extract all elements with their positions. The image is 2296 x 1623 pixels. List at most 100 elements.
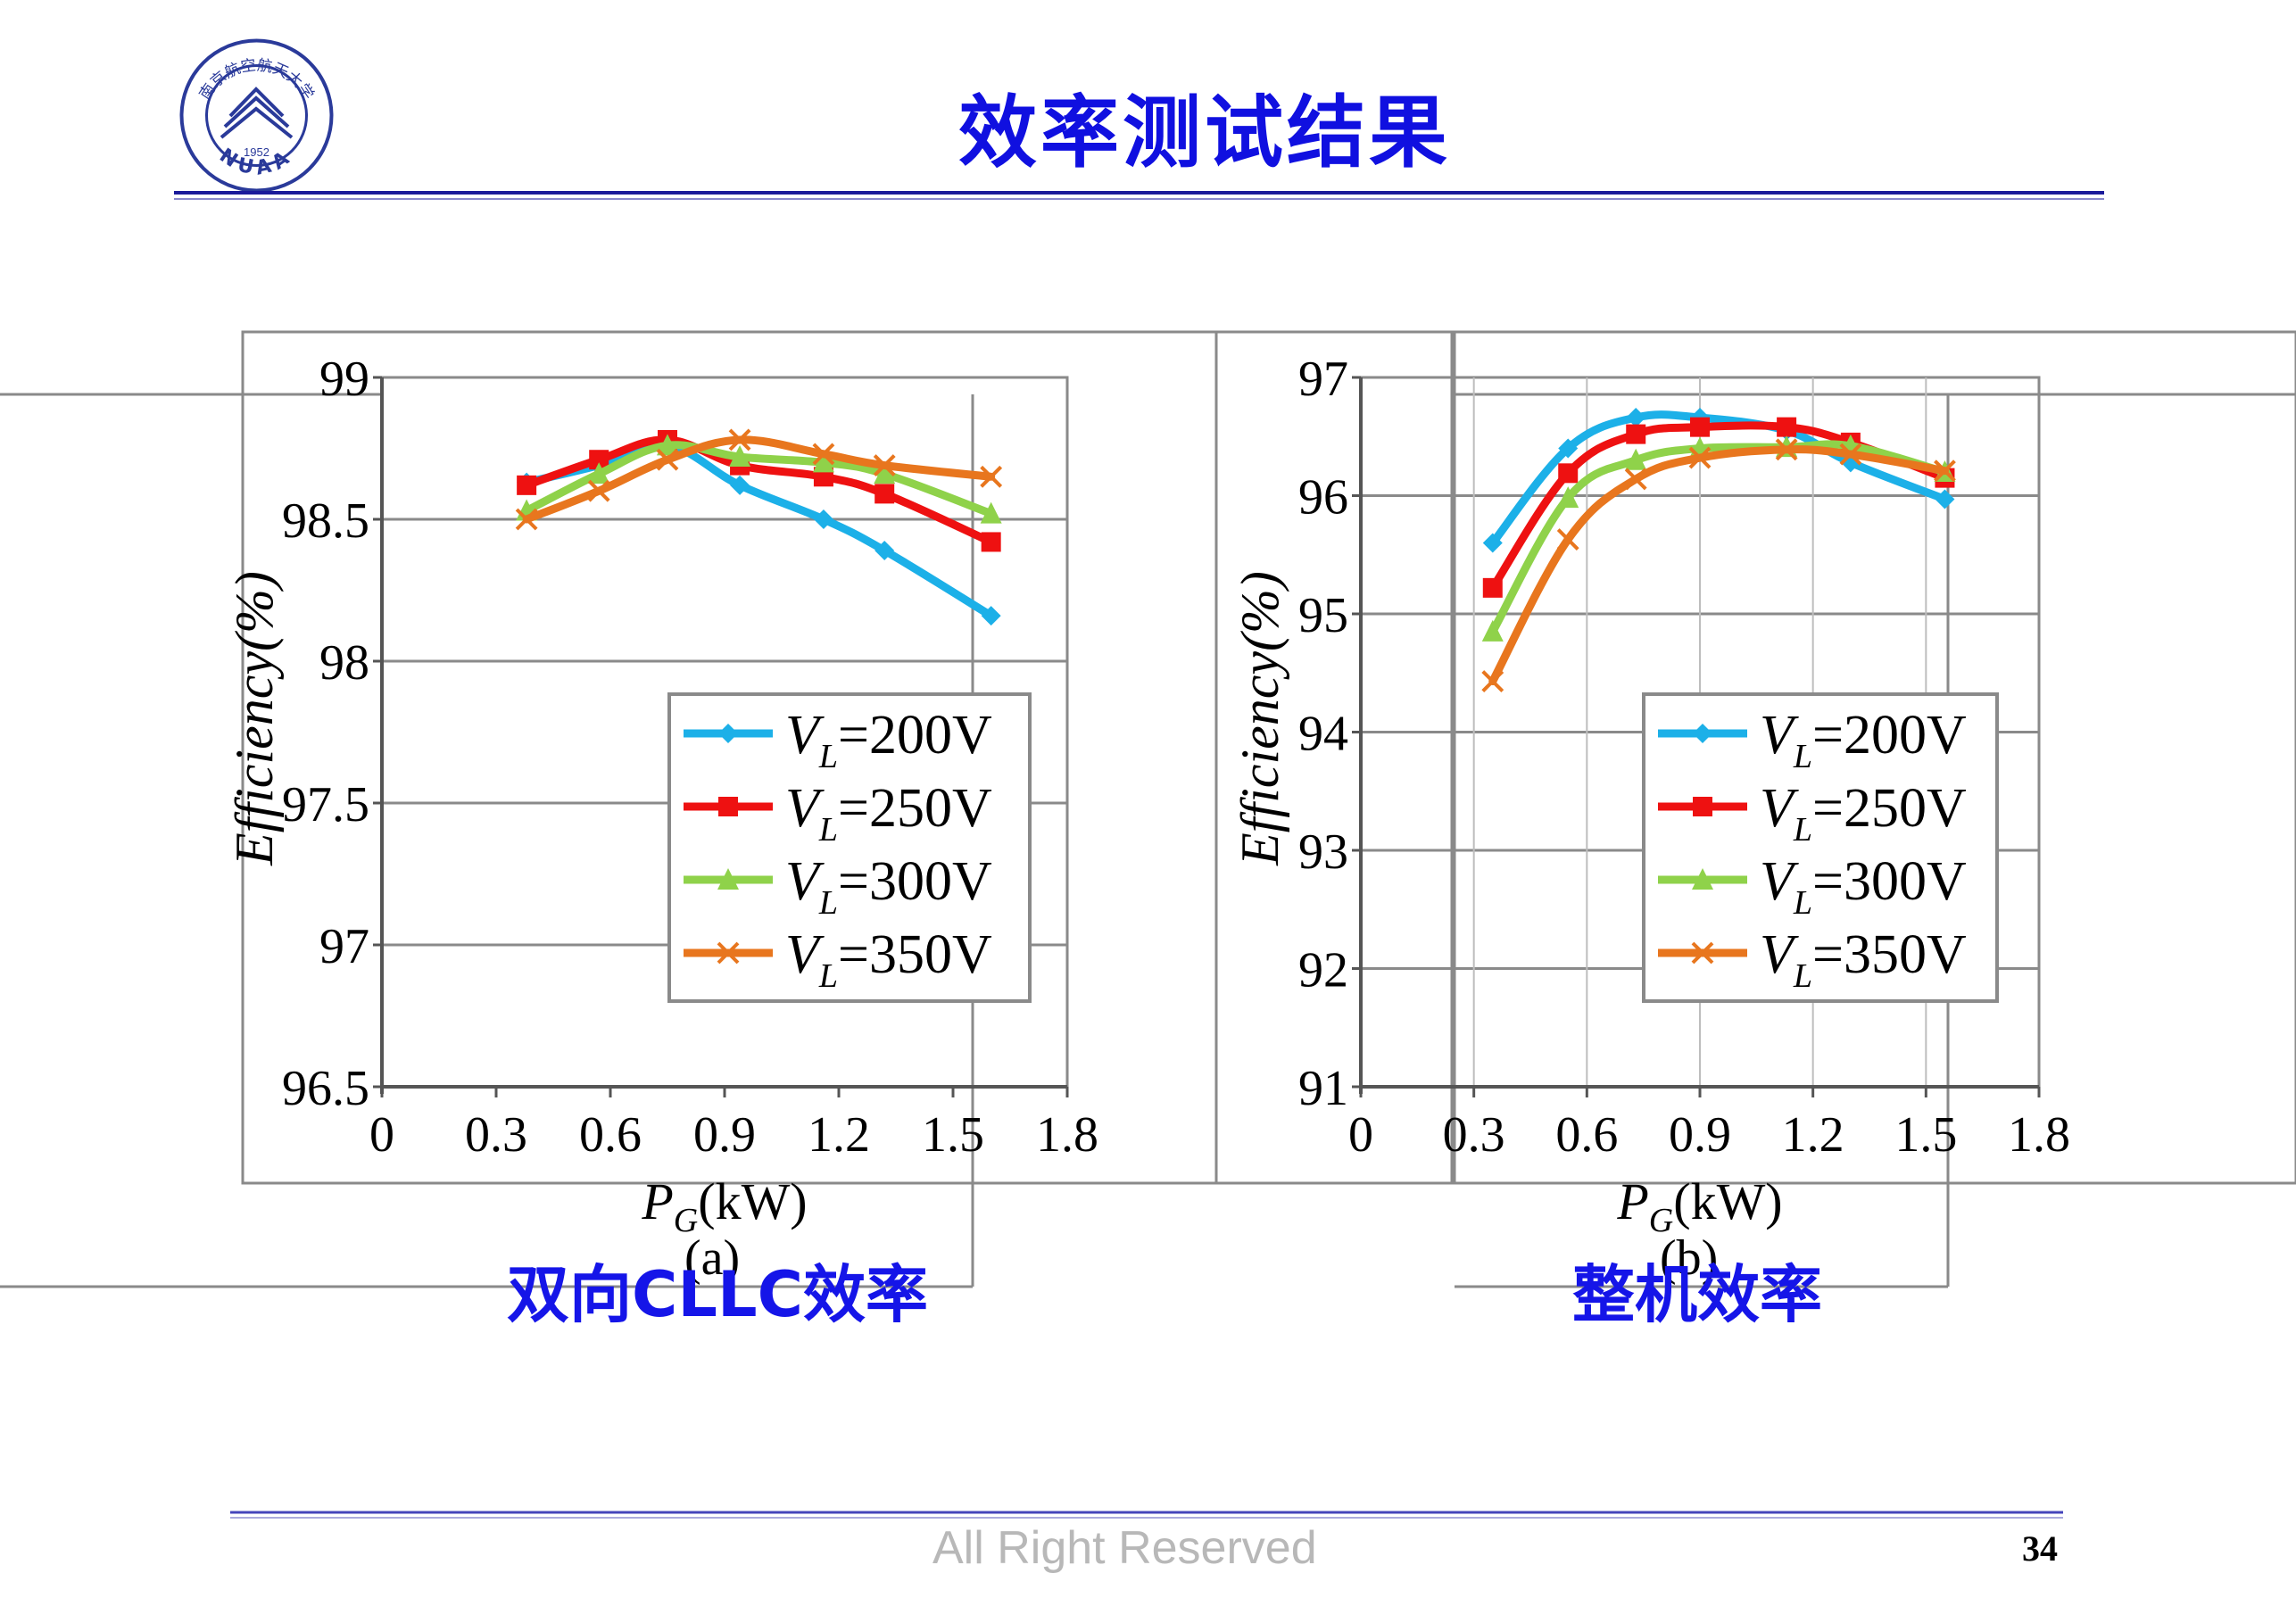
data-point	[657, 434, 678, 456]
data-point	[589, 450, 609, 470]
legend-swatch-marker	[718, 724, 738, 743]
y-tick-label: 93	[1298, 824, 1348, 880]
subfigure-label: (b)	[1660, 1230, 1718, 1286]
data-point	[515, 508, 538, 531]
legend-swatch-marker	[717, 868, 739, 890]
legend-sub: L	[1793, 811, 1812, 849]
footer-text: All Right Reserved	[932, 1522, 1317, 1574]
legend-sub: L	[818, 811, 838, 849]
legend-swatch-marker	[1693, 724, 1712, 743]
data-point	[1626, 424, 1646, 444]
x-tick-label: 0	[369, 1107, 394, 1163]
legend-name: =300V	[838, 851, 992, 912]
legend-sub: L	[1793, 738, 1812, 775]
y-axis-label: Efficiency(%)	[1231, 571, 1289, 866]
data-point	[656, 448, 679, 471]
legend-var: V	[1760, 705, 1799, 766]
series-4	[515, 428, 1003, 531]
x-axis-sub: G	[674, 1202, 698, 1239]
legend-swatch-marker	[717, 941, 740, 965]
data-point	[1481, 619, 1504, 642]
data-point	[981, 532, 1001, 552]
caption-system-efficiency: 整机效率	[1572, 1258, 1822, 1331]
data-point	[1558, 463, 1579, 484]
data-point	[517, 475, 537, 495]
data-point	[812, 443, 835, 466]
legend-entry: VL=350V	[1760, 924, 1967, 995]
legend-name: =200V	[838, 705, 992, 766]
y-tick-label: 91	[1298, 1061, 1348, 1116]
data-point	[1775, 438, 1798, 461]
legend-name: =350V	[838, 924, 992, 985]
data-point	[981, 606, 1001, 626]
legend-entry: VL=300V	[785, 851, 992, 922]
x-axis-label: PG(kW)	[1616, 1172, 1782, 1239]
y-tick-label: 95	[1298, 588, 1348, 643]
data-point	[1481, 670, 1504, 692]
data-point	[1777, 417, 1797, 437]
subfigure-label: (a)	[684, 1230, 740, 1286]
data-point	[980, 501, 1002, 524]
data-point	[1558, 438, 1579, 459]
series-3	[516, 434, 1002, 524]
data-point	[874, 484, 895, 504]
data-point	[1690, 417, 1710, 437]
data-point	[1625, 448, 1647, 470]
data-point	[728, 428, 751, 451]
legend-var: V	[1760, 778, 1799, 839]
legend-var: V	[785, 705, 825, 766]
x-tick-label: 1.8	[2008, 1107, 2070, 1163]
y-tick-label: 97.5	[282, 777, 369, 832]
data-point	[1626, 408, 1646, 428]
x-tick-label: 0.6	[1555, 1107, 1618, 1163]
y-tick-label: 99	[319, 352, 369, 407]
legend-swatch-marker	[1692, 868, 1713, 890]
x-axis-label: PG(kW)	[641, 1172, 807, 1239]
x-axis-unit: (kW)	[698, 1172, 807, 1230]
chart-system: 91 92 93 94 95 96 97 0 0.3 0.6 0.9 1.2 1.5 1.8 PG(kW)(…	[1214, 330, 2296, 1288]
legend-swatch-marker	[718, 797, 738, 816]
chart-cllc: 96.5 97 97.5 98 98.5 99 0 0.3 0.6 0.9 1.2 1.5 1.8 PG(…	[0, 330, 1456, 1288]
data-point	[1839, 443, 1862, 466]
x-axis-var: P	[641, 1172, 673, 1230]
data-point	[1624, 468, 1647, 491]
y-tick-label: 97	[1298, 352, 1348, 407]
x-tick-label: 0	[1348, 1107, 1373, 1163]
legend-swatch-marker	[1691, 941, 1714, 965]
y-tick-label: 98.5	[282, 493, 369, 549]
data-point	[813, 509, 833, 529]
y-axis-label: Efficiency(%)	[225, 571, 284, 866]
legend-var: V	[1760, 851, 1799, 912]
data-point	[1482, 533, 1503, 553]
y-tick-label: 96.5	[282, 1061, 369, 1116]
data-point	[873, 454, 896, 476]
y-tick-label: 94	[1298, 707, 1348, 762]
legend-var: V	[1760, 924, 1799, 985]
data-point	[588, 462, 610, 484]
series-4	[1481, 438, 1956, 692]
legend-entry: VL=250V	[1760, 778, 1967, 849]
legend-box	[667, 692, 1032, 1003]
data-point	[1934, 460, 1956, 483]
legend-name: =200V	[1812, 705, 1967, 766]
x-tick-label: 0.3	[465, 1107, 527, 1163]
svg-text:1952: 1952	[244, 145, 269, 159]
x-tick-label: 0.6	[579, 1107, 642, 1163]
nuaa-logo: 南京航空航天大学 NUAA 1952	[179, 38, 334, 193]
legend-entry: VL=200V	[1760, 705, 1967, 775]
legend-swatch-marker	[1693, 797, 1712, 816]
x-tick-label: 1.5	[1894, 1107, 1957, 1163]
legend-sub: L	[818, 957, 838, 995]
x-axis-var: P	[1616, 1172, 1648, 1230]
page-number: 34	[2022, 1528, 2058, 1569]
data-point	[812, 451, 834, 473]
x-tick-label: 1.5	[922, 1107, 984, 1163]
data-point	[874, 462, 896, 484]
data-point	[730, 475, 750, 495]
legend-entry: VL=300V	[1760, 851, 1967, 922]
legend-entry: VL=200V	[785, 705, 992, 775]
data-point	[1556, 528, 1579, 551]
